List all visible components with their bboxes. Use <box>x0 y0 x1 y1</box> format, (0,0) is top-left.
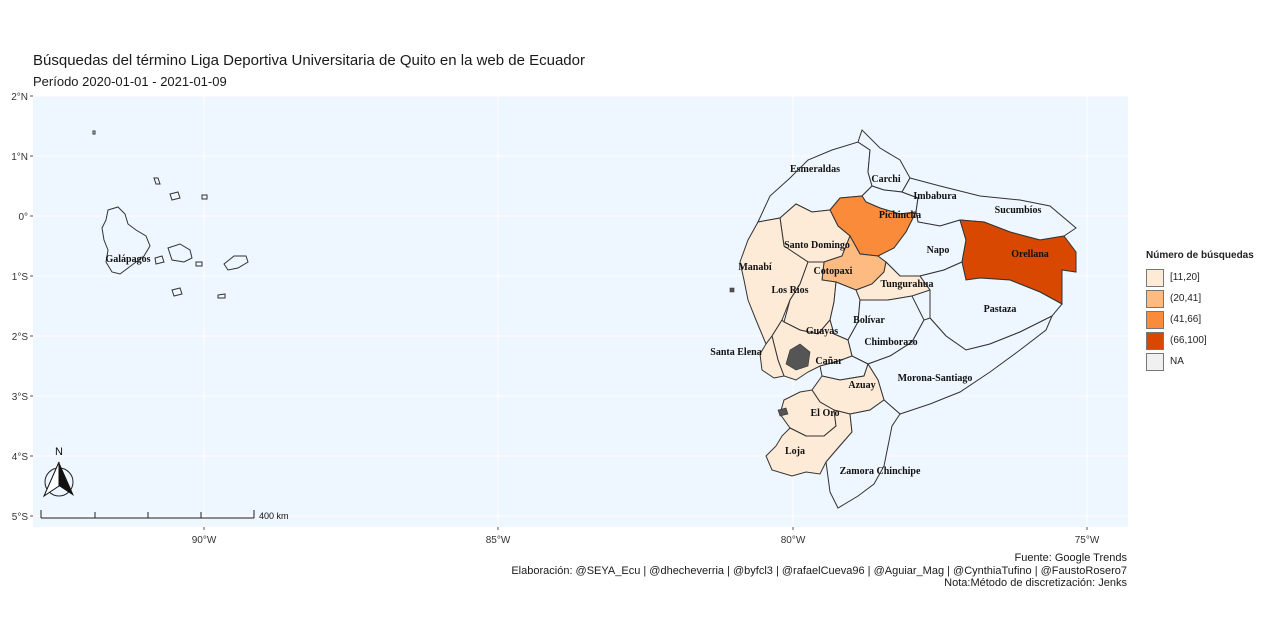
legend-label: (20,41] <box>1170 293 1202 304</box>
y-tick-label: 1°N <box>11 152 28 163</box>
x-tick-label: 75°W <box>1075 535 1100 546</box>
x-axis: 90°W 85°W 80°W 75°W <box>192 535 1100 546</box>
y-tick-label: 2°S <box>12 332 29 343</box>
scale-bar: 400 km <box>40 510 289 521</box>
province-label: Azuay <box>848 380 875 391</box>
legend-swatch <box>1146 268 1164 287</box>
province-zamora <box>825 399 901 509</box>
province-label: Loja <box>785 446 805 457</box>
caption-credits: Elaboración: @SEYA_Ecu | @dhecheverria |… <box>511 564 1127 577</box>
y-tick-label: 5°S <box>12 512 29 523</box>
province-label: Santa Elena <box>710 347 761 358</box>
legend-item: (41,66] <box>1146 309 1254 330</box>
mainland-provinces <box>739 129 1077 509</box>
legend-title: Número de búsquedas <box>1146 250 1254 261</box>
legend-item: [11,20] <box>1146 267 1254 288</box>
province-labels: Galápagos Esmeraldas Carchi Imbabura Suc… <box>105 164 1048 477</box>
legend-swatch <box>1146 289 1164 308</box>
province-label: Napo <box>927 245 950 256</box>
legend-swatch <box>1146 331 1164 350</box>
x-ticks <box>203 527 1088 530</box>
province-label: Carchi <box>871 174 900 185</box>
province-label: Cotopaxi <box>814 266 853 277</box>
legend-label: (66,100] <box>1170 335 1207 346</box>
gulf-islands <box>729 287 811 417</box>
province-label: Pastaza <box>984 304 1017 315</box>
legend-item: (20,41] <box>1146 288 1254 309</box>
province-santa-elena <box>759 334 785 379</box>
legend-label: [11,20] <box>1170 272 1200 283</box>
north-arrow: N <box>42 446 74 498</box>
province-label: El Oro <box>811 408 840 419</box>
province-label: Santo Domingo <box>784 240 850 251</box>
legend-label: NA <box>1170 356 1184 367</box>
y-tick-label: 4°S <box>12 452 29 463</box>
legend-swatch <box>1146 352 1164 371</box>
y-axis: 2°N 1°N 0° 1°S 2°S 3°S 4°S 5°S <box>11 92 28 523</box>
province-label: Pichincha <box>879 210 921 221</box>
province-label: Zamora Chinchipe <box>840 466 921 477</box>
province-label: Sucumbíos <box>995 205 1042 216</box>
x-tick-label: 85°W <box>486 535 511 546</box>
y-ticks <box>30 95 33 517</box>
province-label: Orellana <box>1011 249 1049 260</box>
legend-swatch <box>1146 310 1164 329</box>
province-label: Galápagos <box>105 254 150 265</box>
province-galapagos <box>92 130 249 299</box>
caption-source: Fuente: Google Trends <box>1014 552 1127 564</box>
legend: Número de búsquedas [11,20] (20,41] (41,… <box>1146 250 1254 372</box>
province-label: Tungurahua <box>881 279 934 290</box>
province-label: Chimborazo <box>864 337 917 348</box>
x-tick-label: 80°W <box>781 535 806 546</box>
y-tick-label: 1°S <box>12 272 29 283</box>
province-label: Los Ríos <box>772 285 809 296</box>
province-label: Manabí <box>738 262 772 273</box>
north-arrow-label: N <box>55 446 63 458</box>
scale-bar-label: 400 km <box>259 511 289 521</box>
map-subtitle: Período 2020-01-01 - 2021-01-09 <box>33 74 227 89</box>
legend-label: (41,66] <box>1170 314 1202 325</box>
province-label: Cañar <box>815 356 843 367</box>
y-tick-label: 2°N <box>11 92 28 103</box>
caption: Fuente: Google Trends Elaboración: @SEYA… <box>511 552 1127 590</box>
y-tick-label: 0° <box>18 212 28 223</box>
province-label: Imbabura <box>913 191 956 202</box>
province-label: Morona-Santiago <box>898 373 973 384</box>
y-tick-label: 3°S <box>12 392 29 403</box>
caption-note: Nota:Método de discretización: Jenks <box>944 577 1127 589</box>
province-label: Guayas <box>806 326 838 337</box>
province-label: Esmeraldas <box>790 164 840 175</box>
legend-item: (66,100] <box>1146 330 1254 351</box>
map-title: Búsquedas del término Liga Deportiva Uni… <box>33 52 585 69</box>
legend-item: NA <box>1146 351 1254 372</box>
province-label: Bolívar <box>853 315 885 326</box>
x-tick-label: 90°W <box>192 535 217 546</box>
